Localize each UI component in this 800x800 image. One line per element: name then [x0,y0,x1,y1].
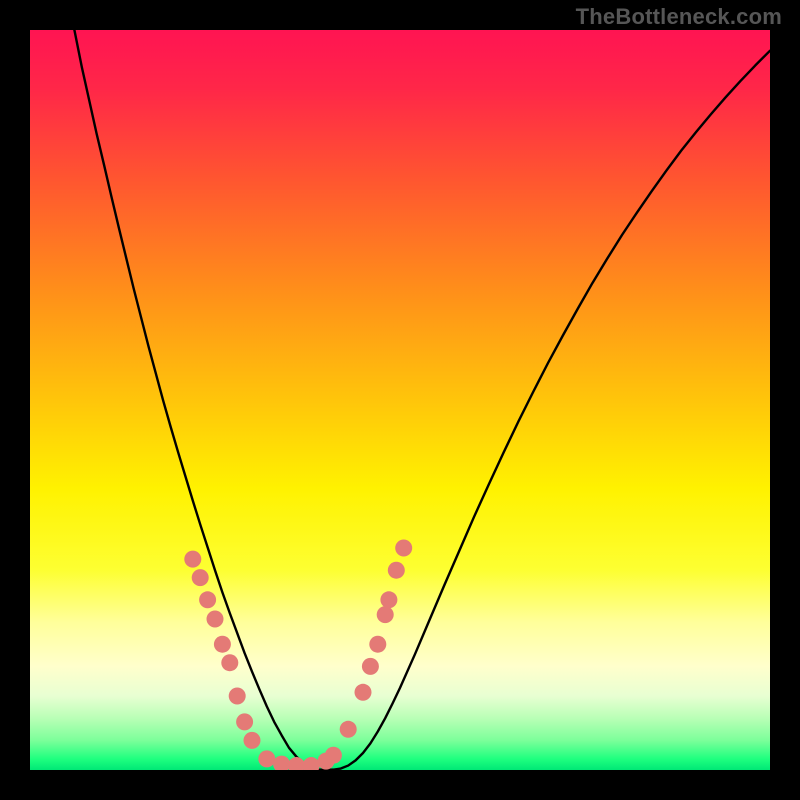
watermark-label: TheBottleneck.com [576,4,782,30]
data-marker [362,658,379,675]
data-marker [325,747,342,764]
data-marker [184,551,201,568]
chart-frame: TheBottleneck.com [0,0,800,800]
data-marker [377,606,394,623]
data-marker [258,750,275,767]
data-marker [395,540,412,557]
data-marker [221,654,238,671]
data-marker [199,591,216,608]
data-marker [192,569,209,586]
data-marker [229,688,246,705]
data-marker [355,684,372,701]
data-marker [340,721,357,738]
data-marker [380,591,397,608]
data-marker [214,636,231,653]
data-marker [388,562,405,579]
chart-plot-area [30,30,770,770]
data-marker [236,713,253,730]
data-marker [244,732,261,749]
data-marker [369,636,386,653]
data-marker [207,611,224,628]
chart-svg [30,30,770,770]
